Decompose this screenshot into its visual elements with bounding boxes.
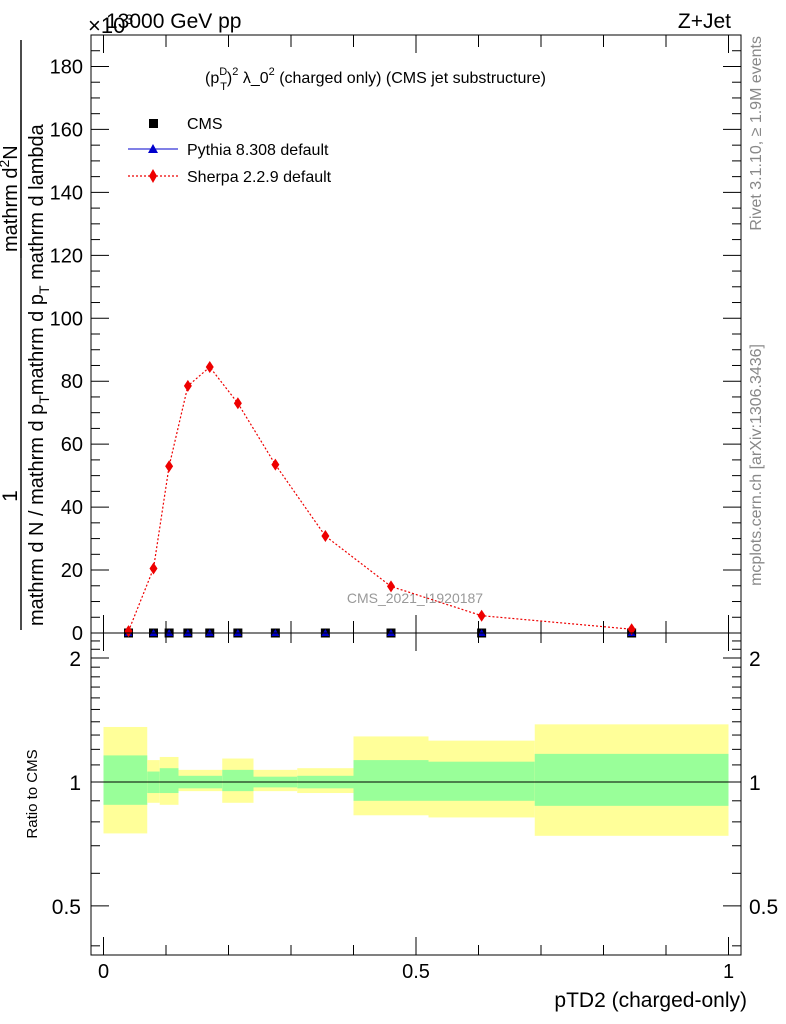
ratio-y-tick-label: 2 xyxy=(69,648,81,671)
mcplots-url: mcplots.cern.ch [arXiv:1306.3436] xyxy=(748,344,765,586)
main-y-tick-label: 80 xyxy=(61,371,83,393)
main-y-tick-label: 0 xyxy=(72,623,83,645)
main-y-tick-label: 120 xyxy=(50,245,83,267)
sherpa-point xyxy=(233,397,242,410)
main-watermark: CMS_2021_I1920187 xyxy=(347,590,483,606)
y-label-denominator: mathrm d N / mathrm d pTmathrm d pT math… xyxy=(26,123,52,626)
rivet-version: Rivet 3.1.10, ≥ 1.9M events xyxy=(748,36,765,231)
legend-label-pythia: Pythia 8.308 default xyxy=(187,142,329,159)
sherpa-point xyxy=(627,623,636,636)
legend-label-cms: CMS xyxy=(187,116,223,133)
main-y-tick-label: 160 xyxy=(50,119,83,141)
sherpa-point xyxy=(271,458,280,471)
sherpa-point xyxy=(477,609,486,622)
legend-label-sherpa: Sherpa 2.2.9 default xyxy=(187,169,332,186)
ratio-y-tick-label-right: 0.5 xyxy=(749,896,778,919)
ratio-x-tick-label: 0 xyxy=(98,961,109,983)
ratio-panel: 0.5 0.51 12 2 0 0.5 1 Ratio to CMS pTD2 (char… xyxy=(24,632,778,1012)
ratio-y-tick-label: 1 xyxy=(69,772,81,795)
legend-marker-pythia xyxy=(148,144,158,153)
energy-label: 13000 GeV pp xyxy=(106,10,241,33)
main-y-tick-label: 100 xyxy=(50,308,83,330)
sherpa-point xyxy=(124,625,133,638)
ratio-band-inner xyxy=(353,760,429,801)
ratio-y-tick-label-right: 1 xyxy=(749,772,761,795)
main-y-tick-label: 60 xyxy=(61,434,83,456)
process-label: Z+Jet xyxy=(678,10,731,33)
ratio-x-axis: 0 0.5 1 xyxy=(98,633,734,983)
scale-exponent: ×103 xyxy=(88,11,133,38)
ratio-y-tick-label-right: 2 xyxy=(749,648,761,671)
main-y-tick-label: 180 xyxy=(50,56,83,78)
main-panel: 0 20 40 60 80 100 120 140 160 180 CMS_2021_I19201… xyxy=(0,34,742,645)
main-y-tick-label: 40 xyxy=(61,497,83,519)
ratio-x-tick-label: 0.5 xyxy=(402,961,430,983)
main-title: (pD T)2 λ_02 (charged only) (CMS jet subs… xyxy=(205,66,546,93)
sherpa-point xyxy=(205,361,214,374)
main-y-tick-label: 20 xyxy=(61,560,83,582)
sherpa-point xyxy=(183,379,192,392)
sherpa-point xyxy=(149,562,158,575)
ratio-x-tick-label: 1 xyxy=(723,961,734,983)
ratio-y-label: Ratio to CMS xyxy=(24,749,41,838)
legend-marker-cms xyxy=(149,119,158,128)
ratio-bands xyxy=(103,724,729,836)
x-axis-label: pTD2 (charged-only) xyxy=(554,989,747,1012)
legend-marker-sherpa xyxy=(149,169,157,183)
main-y-label: 1 mathrm d N / mathrm d pTmathrm d pT ma… xyxy=(0,40,52,630)
ratio-band-inner xyxy=(534,753,729,806)
sherpa-point xyxy=(321,530,330,543)
main-y-axis: 0 20 40 60 80 100 120 140 160 180 xyxy=(50,34,741,645)
ratio-band-inner xyxy=(103,755,148,805)
sherpa-point xyxy=(165,460,174,473)
main-x-ticks xyxy=(103,35,729,633)
ratio-band-inner xyxy=(428,761,535,801)
y-label-one: 1 xyxy=(0,490,22,502)
ratio-y-tick-label: 0.5 xyxy=(52,896,81,919)
main-y-tick-label: 140 xyxy=(50,182,83,204)
legend: CMS Pythia 8.308 default Sherpa 2.2.9 de… xyxy=(128,116,332,186)
ratio-band-inner xyxy=(222,769,254,792)
y-label-numerator: mathrm d2N xyxy=(0,145,22,252)
ratio-band-inner xyxy=(159,768,179,794)
sherpa-point xyxy=(387,580,395,593)
ratio-y-axis: 0.5 0.5 1 1 2 2 xyxy=(52,640,778,947)
